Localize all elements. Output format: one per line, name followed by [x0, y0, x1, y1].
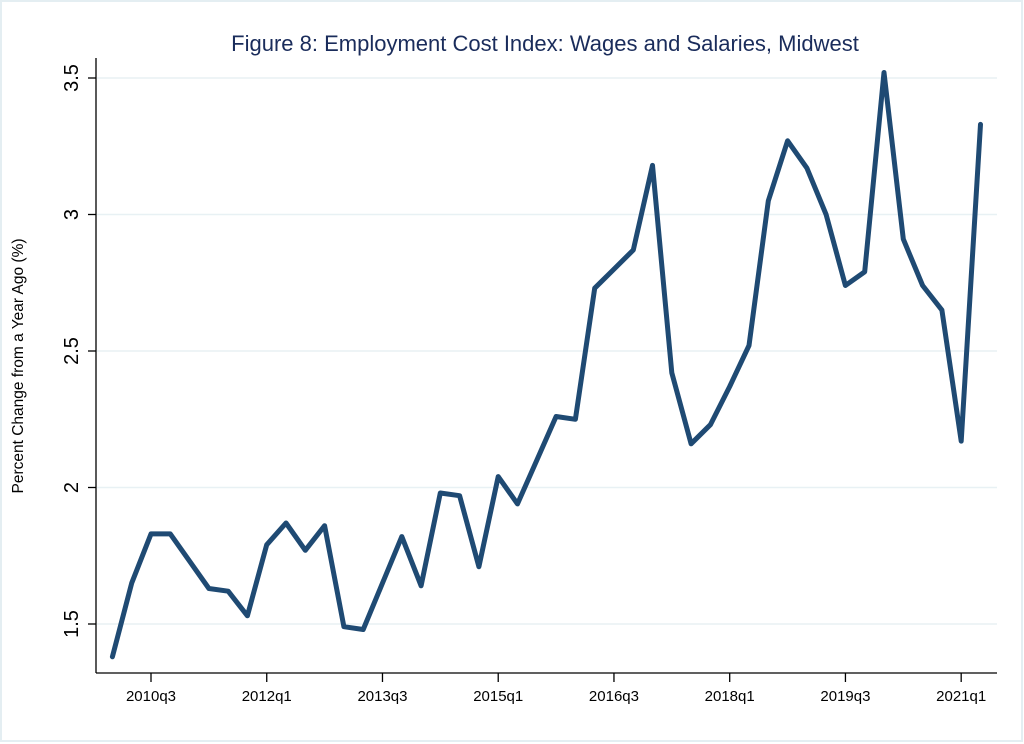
x-tick-label: 2015q1 [473, 688, 523, 705]
x-tick-label: 2018q1 [705, 688, 755, 705]
y-tick-label: 2 [61, 482, 83, 493]
x-tick-label: 2021q1 [936, 688, 986, 705]
x-tick-label: 2013q3 [357, 688, 407, 705]
y-axis-label: Percent Change from a Year Ago (%) [10, 238, 27, 493]
x-tick-label: 2019q3 [820, 688, 870, 705]
x-tick-label: 2010q3 [126, 688, 176, 705]
axes [95, 58, 997, 674]
series-line [109, 70, 983, 660]
y-ticks: 1.5 2 2.5 3 3.5 [61, 64, 96, 638]
x-ticks: 2010q3 2012q1 2013q3 2015q1 2016q3 2018q1 2019… [126, 673, 986, 705]
y-tick-label: 3 [61, 209, 83, 220]
x-tick-label: 2016q3 [589, 688, 639, 705]
series-layer [109, 70, 983, 660]
y-tick-label: 3.5 [61, 64, 83, 92]
chart-title: Figure 8: Employment Cost Index: Wages a… [231, 31, 859, 56]
y-tick-label: 2.5 [61, 337, 83, 365]
gridlines [97, 77, 997, 625]
x-tick-label: 2012q1 [242, 688, 292, 705]
y-tick-label: 1.5 [61, 610, 83, 638]
